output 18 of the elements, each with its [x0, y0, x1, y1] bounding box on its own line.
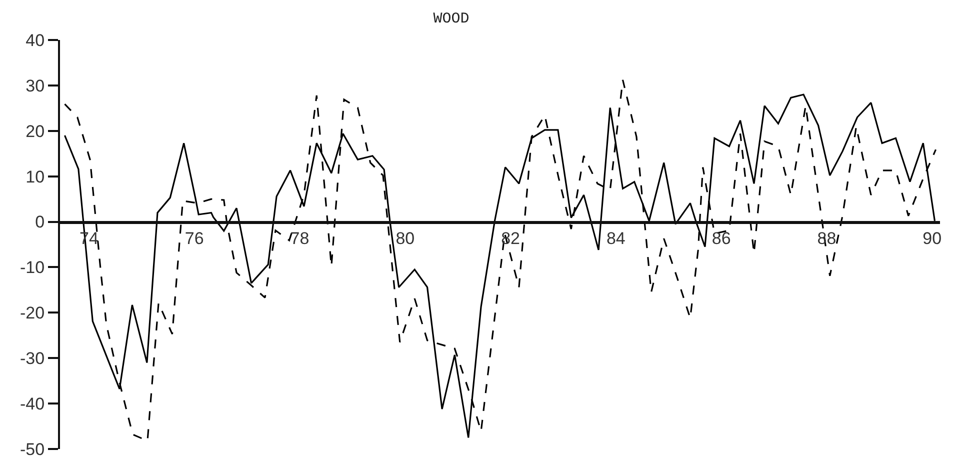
y-tick-label: 30 [26, 76, 45, 96]
y-tick-label: -40 [20, 394, 45, 414]
y-tick-label: 10 [26, 167, 45, 186]
x-tick-label: 80 [396, 229, 415, 248]
x-tick-label: 76 [184, 229, 204, 248]
x-tick-label: 78 [290, 229, 310, 248]
y-tick-label: -20 [20, 304, 45, 323]
y-tick-label: -50 [20, 440, 45, 459]
y-tick-label: -30 [20, 349, 45, 368]
x-tick-label: 88 [817, 229, 836, 248]
y-tick-label: 20 [26, 122, 45, 141]
chart-title: WOOD [433, 10, 470, 28]
x-tick-label: 84 [606, 229, 626, 248]
x-tick-label: 86 [712, 229, 731, 248]
y-tick-label: 0 [35, 212, 45, 232]
y-tick-label: 40 [26, 30, 45, 50]
x-tick-label: 90 [922, 229, 942, 248]
y-tick-label: -10 [20, 258, 45, 278]
